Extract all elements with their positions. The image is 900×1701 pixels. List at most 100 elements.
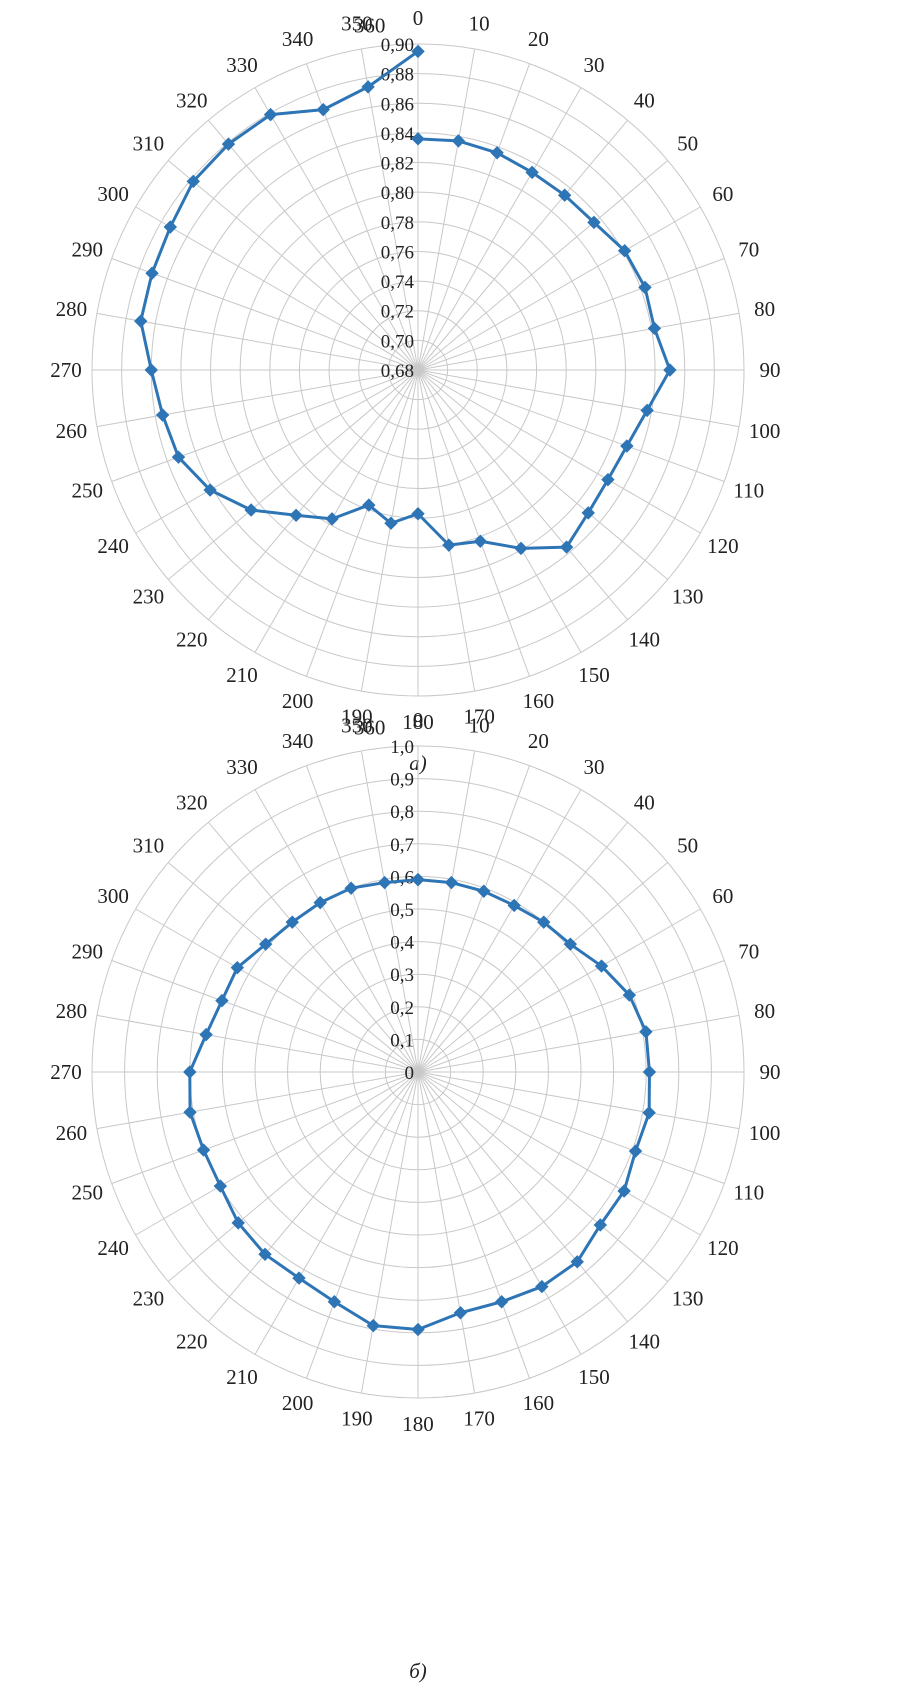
grid-spoke xyxy=(417,369,669,580)
data-point xyxy=(186,174,200,189)
data-point xyxy=(663,363,677,377)
data-point xyxy=(622,988,637,1002)
radial-tick-label: 0,90 xyxy=(381,35,414,56)
grid-spoke xyxy=(96,369,419,428)
data-point xyxy=(163,220,178,234)
radial-tick-label: 0,7 xyxy=(390,835,414,856)
grid-spoke xyxy=(96,1071,419,1130)
angle-label: 160 xyxy=(523,689,555,713)
data-point xyxy=(525,165,539,180)
radial-tick-label: 0,76 xyxy=(381,242,414,263)
data-point xyxy=(642,1065,657,1079)
grid-spoke xyxy=(417,821,628,1073)
angle-label: 280 xyxy=(56,999,88,1023)
data-point xyxy=(377,875,392,890)
angle-label: 60 xyxy=(712,884,733,908)
data-point xyxy=(601,472,615,487)
angle-label: 70 xyxy=(738,940,759,964)
grid-spoke xyxy=(111,258,419,371)
data-point xyxy=(344,881,358,895)
angle-label: 330 xyxy=(226,53,258,77)
data-point xyxy=(537,915,551,929)
radial-tick-label: 0,74 xyxy=(381,272,415,293)
data-point xyxy=(411,44,425,59)
angle-label: 310 xyxy=(133,132,165,156)
grid-spoke xyxy=(417,206,701,371)
grid-spoke xyxy=(417,48,476,371)
grid-spoke xyxy=(135,908,419,1073)
angle-label: 130 xyxy=(672,1286,704,1310)
grid-spoke xyxy=(167,369,419,580)
data-point xyxy=(594,959,609,973)
data-point xyxy=(366,1318,380,1333)
grid-spoke xyxy=(417,63,530,371)
grid-spoke xyxy=(306,1071,419,1379)
data-point xyxy=(444,875,459,890)
data-point xyxy=(473,534,488,548)
angle-label: 100 xyxy=(749,1121,781,1145)
grid-spoke xyxy=(417,87,582,371)
angle-label: 300 xyxy=(97,884,129,908)
radial-tick-label: 0,82 xyxy=(381,154,414,175)
angle-label: 90 xyxy=(760,358,781,382)
data-point xyxy=(617,244,632,258)
grid-spoke xyxy=(360,48,419,371)
caption-b: б) xyxy=(409,1659,427,1683)
data-point xyxy=(134,314,148,328)
data-point xyxy=(263,107,278,122)
polar-chart-a: 0 102030405060708090100110120130140150160… xyxy=(50,6,780,734)
data-point xyxy=(231,1216,245,1230)
grid-spoke xyxy=(417,1071,701,1236)
grid-spoke xyxy=(417,119,628,371)
angle-label: 260 xyxy=(56,419,88,443)
grid-spoke xyxy=(417,1071,669,1282)
angle-label: 170 xyxy=(463,1407,495,1431)
grid-spoke xyxy=(208,369,419,621)
data-point xyxy=(490,146,504,160)
radial-tick-label: 0,78 xyxy=(381,213,414,234)
angle-label: 300 xyxy=(97,182,129,206)
angle-label: 20 xyxy=(528,27,549,51)
grid-spoke xyxy=(254,1071,419,1355)
angle-label: 320 xyxy=(176,790,208,814)
radial-tick-label: 0,3 xyxy=(390,965,414,986)
radial-tick-label: 0,80 xyxy=(381,183,414,204)
data-point xyxy=(144,363,158,377)
angle-label: 10 xyxy=(469,713,490,737)
grid-spoke xyxy=(254,789,419,1073)
data-point xyxy=(453,1306,468,1320)
angle-label: 260 xyxy=(56,1121,88,1145)
angle-label: 320 xyxy=(176,88,208,112)
grid-spoke xyxy=(360,1071,419,1394)
data-point xyxy=(593,1218,608,1232)
data-point xyxy=(325,512,339,526)
data-point xyxy=(292,1271,306,1285)
angle-label: 10 xyxy=(469,11,490,35)
angle-label: 280 xyxy=(56,297,88,321)
angle-label: 30 xyxy=(584,755,605,779)
data-point xyxy=(183,1105,197,1119)
radial-tick-label: 0 xyxy=(405,1063,415,1084)
grid-spoke xyxy=(135,206,419,371)
grid-spoke xyxy=(135,369,419,534)
data-point xyxy=(535,1279,549,1294)
data-point xyxy=(559,540,574,554)
angle-label: 140 xyxy=(629,628,661,652)
data-point xyxy=(285,915,299,929)
grid-spoke xyxy=(417,789,582,1073)
data-point xyxy=(563,937,578,951)
radial-tick-label: 0,68 xyxy=(381,361,414,382)
angle-label: 60 xyxy=(712,182,733,206)
angle-label: 200 xyxy=(282,689,314,713)
data-point xyxy=(647,321,662,336)
data-point xyxy=(244,503,258,517)
data-point xyxy=(258,1247,272,1262)
data-point xyxy=(557,188,572,202)
data-point xyxy=(451,134,466,148)
grid-spoke xyxy=(111,369,419,482)
angle-label: 360 xyxy=(354,715,386,739)
grid-spoke xyxy=(360,369,419,692)
radial-tick-label: 0,5 xyxy=(390,900,414,921)
angle-label: 40 xyxy=(634,790,655,814)
angle-label: 50 xyxy=(677,834,698,858)
